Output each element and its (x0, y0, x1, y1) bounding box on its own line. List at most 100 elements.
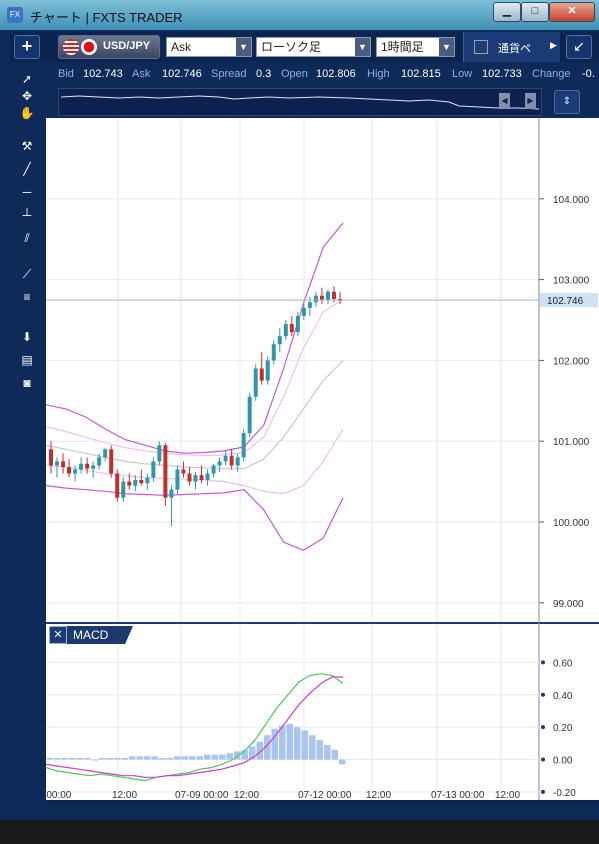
macd-histogram-bar (174, 756, 181, 760)
quote-bar: Bid 102.743 Ask 102.746 Spread 0.3 Open … (46, 64, 599, 84)
candle-body (163, 445, 168, 498)
macd-tick-label: 0.60 (553, 658, 573, 669)
candle-body (229, 455, 234, 466)
candle-body (331, 291, 336, 299)
candle-body (205, 473, 210, 480)
candle-body (109, 449, 114, 474)
candle-body (265, 360, 270, 381)
candle-body (259, 368, 264, 381)
fan-icon[interactable]: ⟋ (22, 267, 32, 281)
macd-histogram-bar (136, 756, 143, 760)
macd-histogram-bar (84, 757, 91, 760)
spread-label: Spread (211, 68, 247, 80)
overview-navigator[interactable]: ◀ ▶ (58, 88, 542, 116)
macd-histogram-bar (196, 756, 203, 760)
candle-body (313, 295, 318, 303)
trend-line-icon[interactable]: ╱ (23, 162, 31, 176)
camera-icon[interactable]: ◙ (23, 376, 31, 390)
add-chart-button[interactable]: + (14, 35, 40, 59)
window-titlebar[interactable]: FX チャート | FXTS TRADER ▁ □ ✕ (0, 0, 599, 30)
pointer-icon[interactable]: ➚ (21, 72, 33, 86)
maximize-button[interactable]: □ (521, 2, 549, 22)
chart-area[interactable]: 104.000 103.000 102.000 101.000 100.000 99.00… (38, 118, 599, 804)
channel-icon[interactable]: ⫽ (24, 231, 30, 245)
open-label: Open (281, 68, 308, 80)
candle-body (211, 465, 216, 474)
macd-histogram-bar (241, 749, 248, 760)
taskbar (0, 820, 599, 844)
fx-app-icon: FX (7, 7, 23, 23)
time-axis-strip (46, 800, 599, 804)
candle-body (169, 489, 174, 498)
macd-tick-label: 0.20 (553, 723, 573, 734)
macd-tick-label: 0.00 (553, 756, 573, 767)
ask-label: Ask (132, 68, 151, 80)
price-tick-label: 102.000 (553, 356, 590, 367)
macd-line-signal (45, 676, 343, 778)
macd-histogram-bar (121, 757, 128, 760)
candle-body (121, 481, 126, 498)
close-button[interactable]: ✕ (549, 2, 595, 22)
chart-type-select[interactable]: ローソク足 ▼ (256, 37, 371, 57)
minimize-button[interactable]: ▁ (493, 2, 521, 22)
candle-body (223, 455, 228, 462)
time-tick-label: 12:00 (366, 790, 391, 801)
macd-histogram-bar (151, 756, 158, 760)
download-icon[interactable]: ⬇ (21, 330, 33, 344)
symbol-button[interactable]: USD/JPY (58, 35, 160, 59)
candle-body (79, 463, 84, 470)
window-title: チャート | FXTS TRADER (30, 10, 183, 25)
timeframe-value: 1時間足 (381, 40, 424, 54)
macd-histogram-bar (271, 728, 278, 760)
us-flag-icon (63, 39, 79, 55)
time-tick-label: 07-13 00:00 (431, 790, 485, 801)
candle-body (199, 475, 204, 480)
change-value: -0. (582, 68, 595, 80)
detach-button[interactable]: ↙ (566, 35, 592, 59)
time-tick-label: 12:00 (234, 790, 259, 801)
macd-histogram-bar (91, 759, 98, 761)
zoom-fit-icon[interactable]: ⇕ (554, 90, 580, 114)
candle-body (97, 457, 102, 466)
vertical-line-icon[interactable]: ┴ (22, 208, 32, 222)
cross-pointer-icon[interactable]: ✥ (21, 89, 33, 103)
price-side-select[interactable]: Ask ▼ (166, 37, 252, 57)
candle-body (55, 461, 60, 466)
pan-hand-icon[interactable]: ✋ (19, 106, 35, 120)
time-tick-label: 6 00:00 (46, 790, 72, 801)
candle-body (49, 449, 54, 466)
macd-histogram-bar (316, 740, 323, 760)
macd-histogram-bar (54, 757, 61, 760)
chart-svg: 104.000 103.000 102.000 101.000 100.000 99.00… (38, 118, 599, 804)
macd-tick-dot (541, 692, 545, 697)
candle-body (151, 461, 156, 478)
time-tick-label: 12:00 (112, 790, 137, 801)
low-value: 102.733 (482, 68, 522, 80)
close-indicator-icon[interactable]: ✕ (49, 626, 67, 644)
candle-body (91, 465, 96, 469)
macd-line-macd (45, 673, 344, 782)
fibonacci-icon[interactable]: ≡ (23, 290, 31, 304)
candle-body (271, 344, 276, 361)
scroll-left-icon[interactable]: ◀ (499, 93, 510, 109)
macd-tab[interactable]: MACD (67, 626, 133, 644)
currency-pair-button[interactable]: 通貨ペ ▶ (463, 32, 560, 62)
current-price-label: 102.746 (547, 296, 584, 307)
list-icon[interactable]: ▤ (21, 353, 33, 367)
chevron-down-icon: ▼ (439, 38, 454, 56)
candle-body (133, 479, 138, 486)
bid-label: Bid (58, 68, 74, 80)
candle-body (115, 473, 120, 498)
low-label: Low (452, 68, 473, 80)
macd-histogram-bar (129, 756, 136, 760)
macd-tick-label: -0.20 (553, 788, 576, 799)
candle-body (277, 336, 282, 345)
horizontal-line-icon[interactable]: ─ (22, 185, 32, 199)
magic-wand-icon[interactable]: ⚒ (21, 139, 33, 153)
macd-histogram-bar (309, 735, 316, 760)
timeframe-select[interactable]: 1時間足 ▼ (376, 37, 455, 57)
candle-body (247, 396, 252, 434)
scroll-right-icon[interactable]: ▶ (525, 93, 536, 109)
currency-pair-checkbox[interactable] (474, 40, 488, 54)
macd-histogram-bar (249, 746, 256, 760)
